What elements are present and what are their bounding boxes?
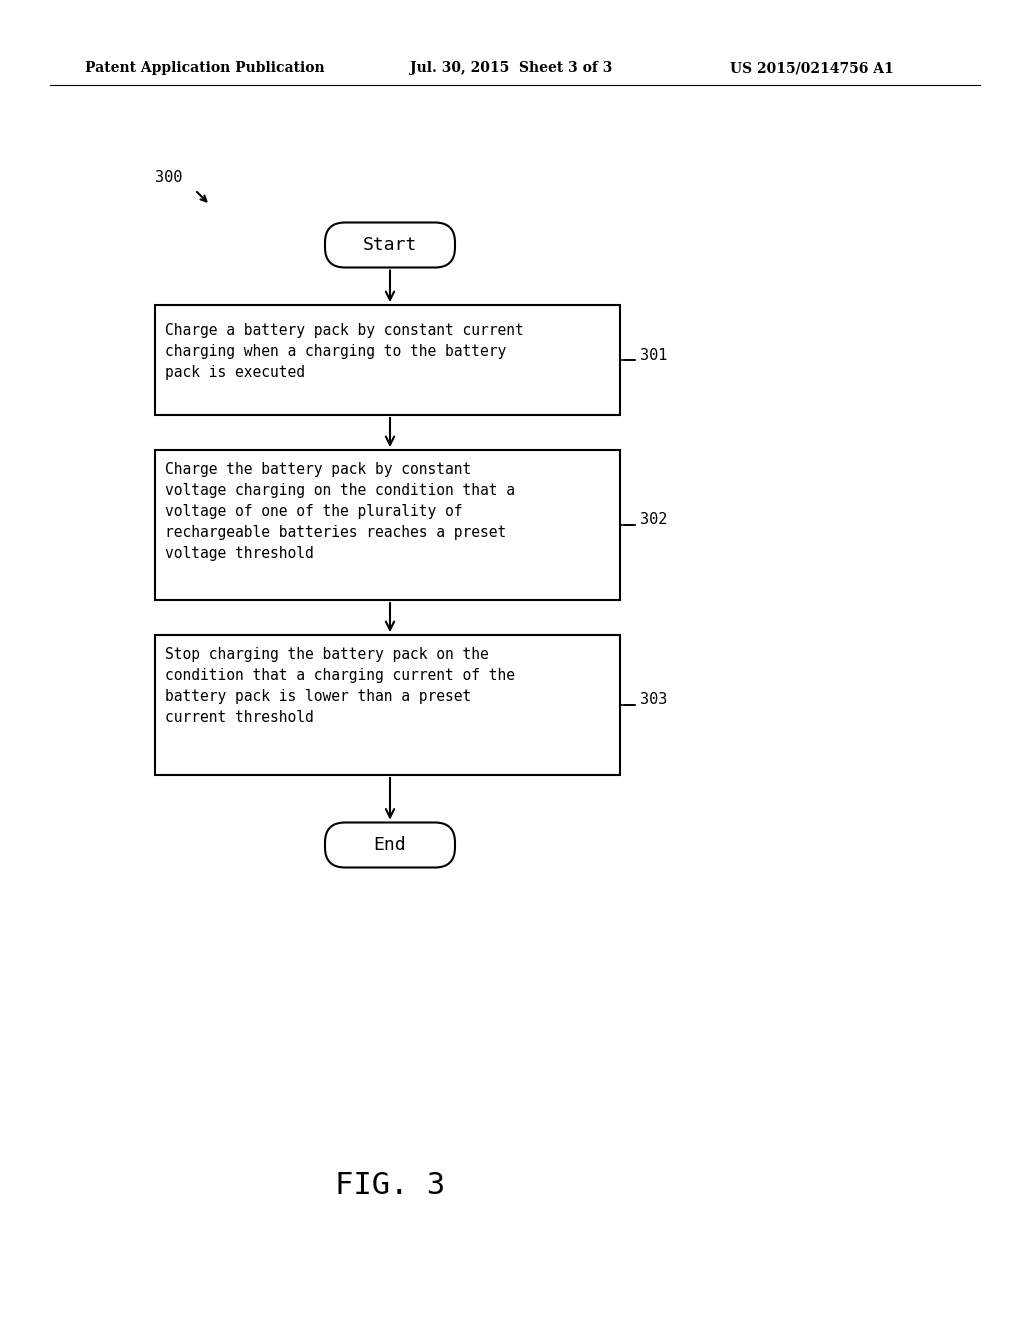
Text: Stop charging the battery pack on the
condition that a charging current of the
b: Stop charging the battery pack on the co… bbox=[165, 647, 515, 725]
Text: Start: Start bbox=[362, 236, 417, 253]
Text: 302: 302 bbox=[640, 512, 668, 528]
Text: Jul. 30, 2015  Sheet 3 of 3: Jul. 30, 2015 Sheet 3 of 3 bbox=[410, 61, 612, 75]
FancyBboxPatch shape bbox=[325, 223, 455, 268]
Text: 303: 303 bbox=[640, 693, 668, 708]
Text: 300: 300 bbox=[155, 170, 182, 186]
FancyBboxPatch shape bbox=[325, 822, 455, 867]
Bar bbox=[155, 305, 620, 414]
Text: Charge a battery pack by constant current
charging when a charging to the batter: Charge a battery pack by constant curren… bbox=[165, 323, 523, 380]
Bar bbox=[155, 450, 620, 601]
Text: Patent Application Publication: Patent Application Publication bbox=[85, 61, 325, 75]
Bar bbox=[155, 635, 620, 775]
Text: End: End bbox=[374, 836, 407, 854]
Text: 301: 301 bbox=[640, 347, 668, 363]
Text: Charge the battery pack by constant
voltage charging on the condition that a
vol: Charge the battery pack by constant volt… bbox=[165, 462, 515, 561]
Text: FIG. 3: FIG. 3 bbox=[335, 1171, 445, 1200]
Text: US 2015/0214756 A1: US 2015/0214756 A1 bbox=[730, 61, 894, 75]
